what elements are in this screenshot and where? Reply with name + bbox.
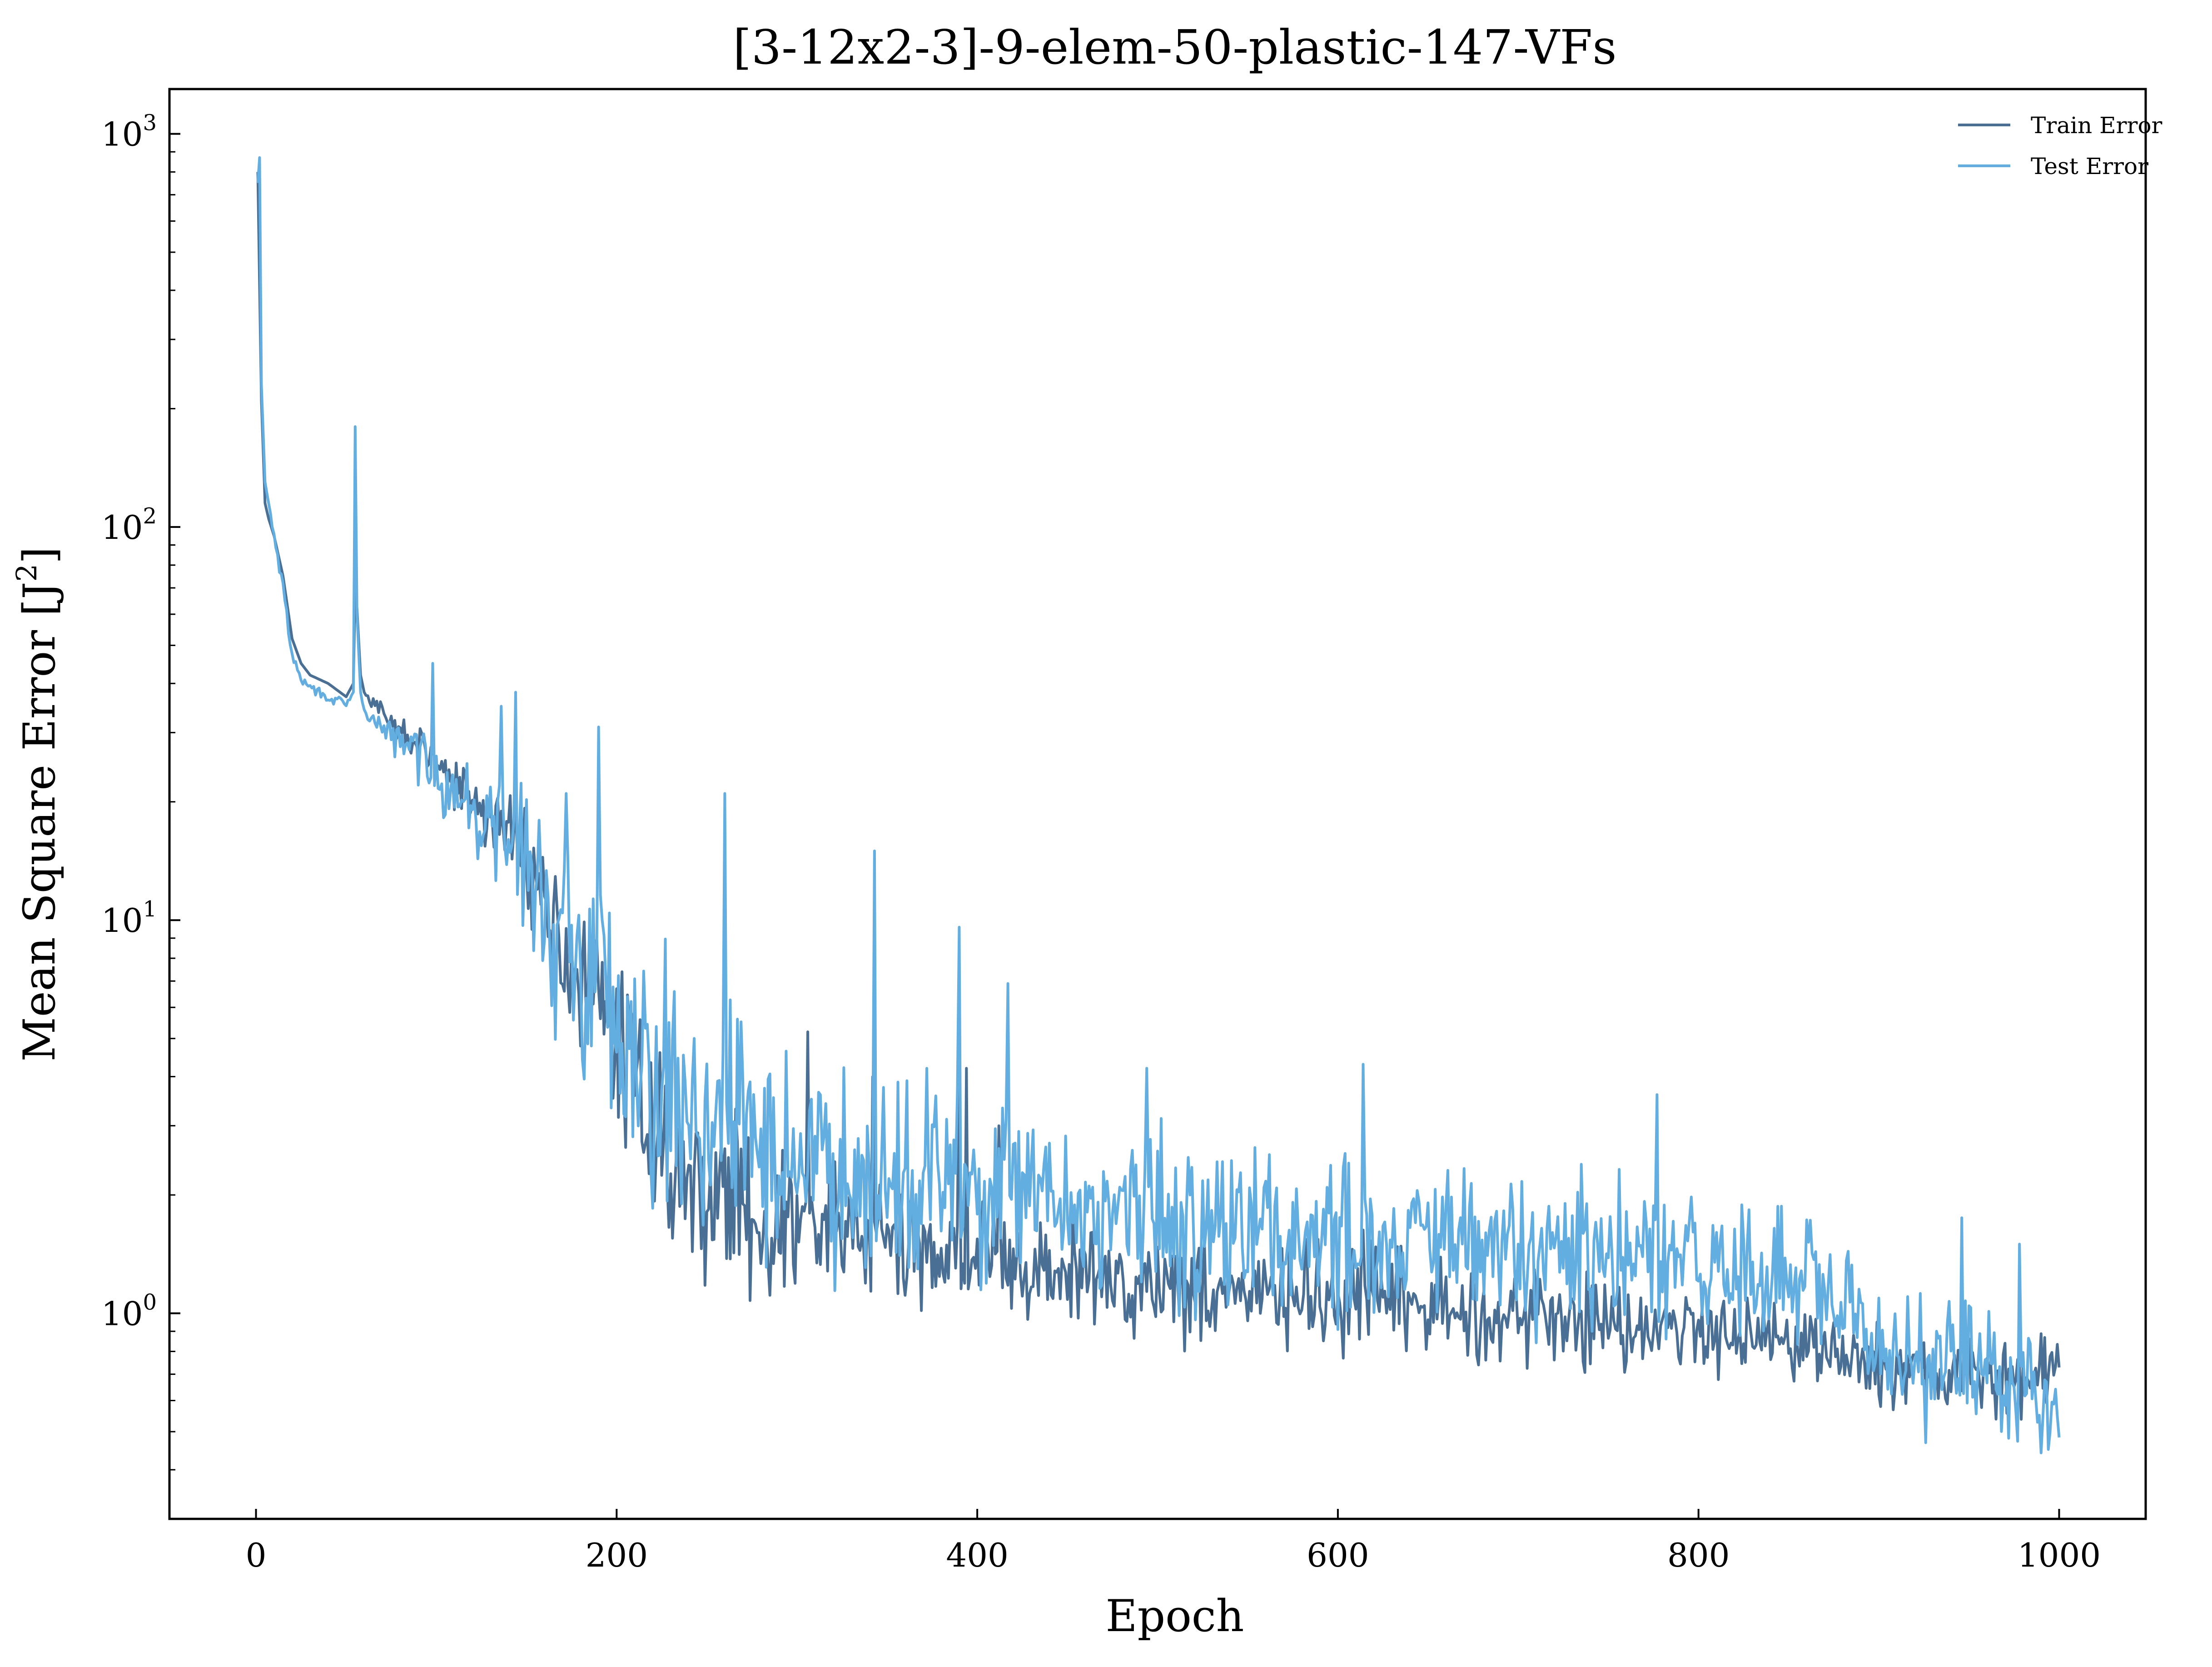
y-tick-label-base: 10 [101, 901, 143, 940]
y-tick-label-base: 10 [101, 1295, 143, 1333]
x-tick-label: 600 [1307, 1536, 1369, 1574]
y-tick-label-exponent: 0 [143, 1290, 157, 1315]
y-tick-label-base: 10 [101, 508, 143, 547]
series-layer [256, 156, 2061, 1454]
x-tick-label: 0 [246, 1536, 267, 1574]
x-tick-label: 200 [586, 1536, 648, 1574]
legend: Train Error Test Error [1958, 112, 2162, 179]
y-tick-label-base: 10 [101, 115, 143, 154]
series-line-test-error [256, 156, 2061, 1454]
x-tick-label: 1000 [2018, 1536, 2101, 1574]
y-tick-label-exponent: 3 [143, 110, 157, 136]
x-tick-label: 800 [1667, 1536, 1730, 1574]
x-axis: 0 200 400 600 800 1000 [246, 1509, 2101, 1574]
legend-label-train-error: Train Error [2031, 112, 2162, 139]
y-axis-label-end: ] [14, 547, 65, 563]
y-tick-label: 103 [101, 110, 157, 154]
chart-title: [3-12x2-3]-9-elem-50-plastic-147-VFs [733, 20, 1616, 75]
y-tick-label-exponent: 2 [143, 503, 157, 529]
x-axis-label: Epoch [1106, 1591, 1244, 1642]
y-axis-label-main: Mean Square Error [J [14, 582, 65, 1061]
y-tick-label: 101 [101, 896, 157, 940]
y-tick-label: 102 [101, 503, 157, 547]
plot-frame [168, 88, 2147, 1520]
y-tick-label: 100 [101, 1290, 157, 1333]
y-axis-label-sup: 2 [10, 564, 43, 582]
y-axis-label: Mean Square Error [J2] [10, 547, 65, 1061]
y-tick-label-exponent: 1 [143, 896, 157, 922]
legend-label-test-error: Test Error [2031, 153, 2148, 179]
plot-area [168, 88, 2147, 1520]
x-tick-label: 400 [946, 1536, 1008, 1574]
